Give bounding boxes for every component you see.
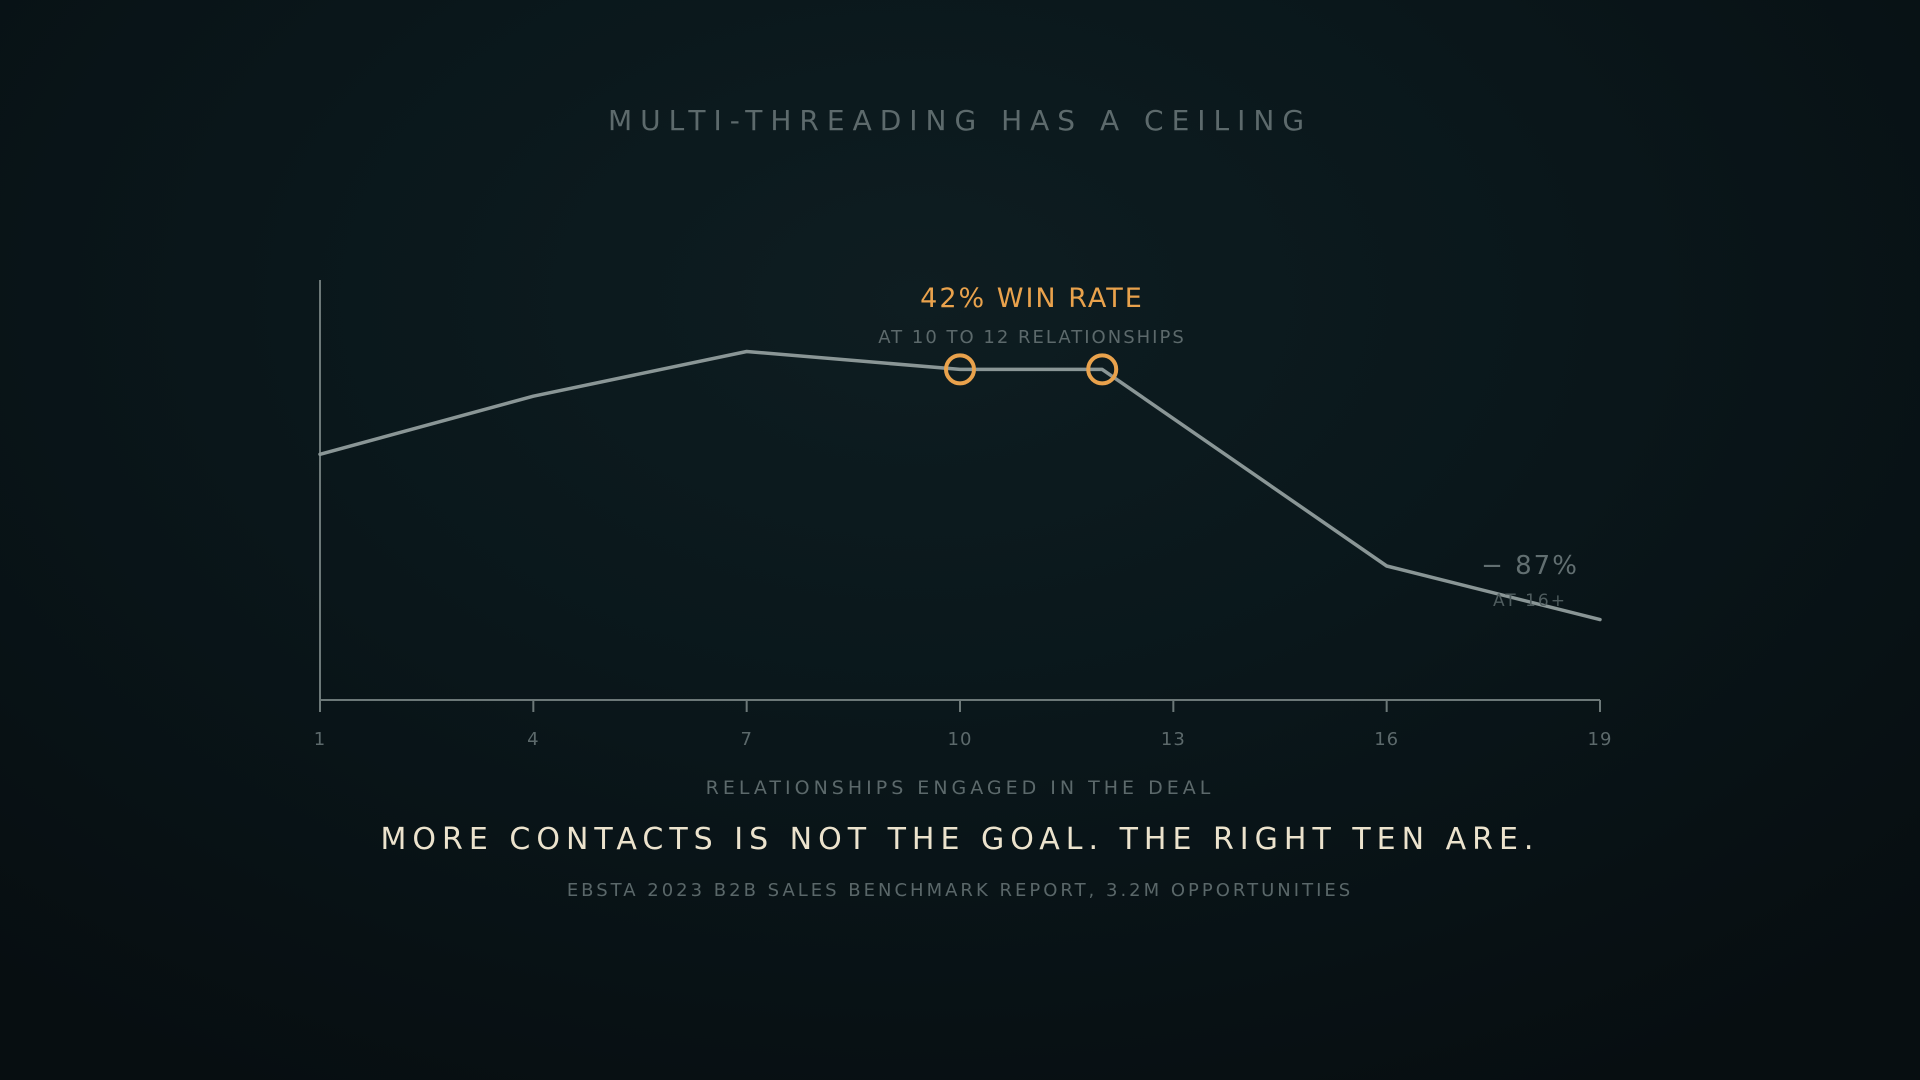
series-layer: [318, 349, 1602, 622]
win-rate-line: [318, 349, 1602, 622]
x-tick-label: 13: [1161, 729, 1186, 750]
peak-marker-circle: [944, 353, 976, 386]
x-tick-label: 7: [740, 729, 752, 750]
peak-marker-circle: [1086, 353, 1119, 386]
x-tick-label: 16: [1374, 729, 1399, 750]
drop-percentage-annotation: − 87%: [1481, 551, 1579, 581]
page-title: MULTI-THREADING HAS A CEILING: [607, 104, 1313, 137]
peak-range-note: AT 10 TO 12 RELATIONSHIPS: [878, 327, 1186, 348]
headline: MORE CONTACTS IS NOT THE GOAL. THE RIGHT…: [380, 822, 1540, 857]
x-tick-label: 10: [948, 729, 973, 750]
x-axis-label: RELATIONSHIPS ENGAGED IN THE DEAL: [705, 777, 1215, 799]
drop-threshold-note: AT 16+: [1493, 591, 1567, 611]
x-tick-label: 1: [314, 729, 326, 750]
highlight-markers: [944, 353, 1119, 386]
x-tick-label: 4: [527, 729, 539, 750]
x-axis-ticks: 1 4 7 10 13 16 19: [314, 700, 1613, 750]
source-note: EBSTA 2023 B2B SALES BENCHMARK REPORT, 3…: [566, 880, 1354, 901]
peak-win-rate-annotation: 42% WIN RATE: [920, 283, 1144, 314]
x-tick-label: 19: [1588, 729, 1613, 750]
